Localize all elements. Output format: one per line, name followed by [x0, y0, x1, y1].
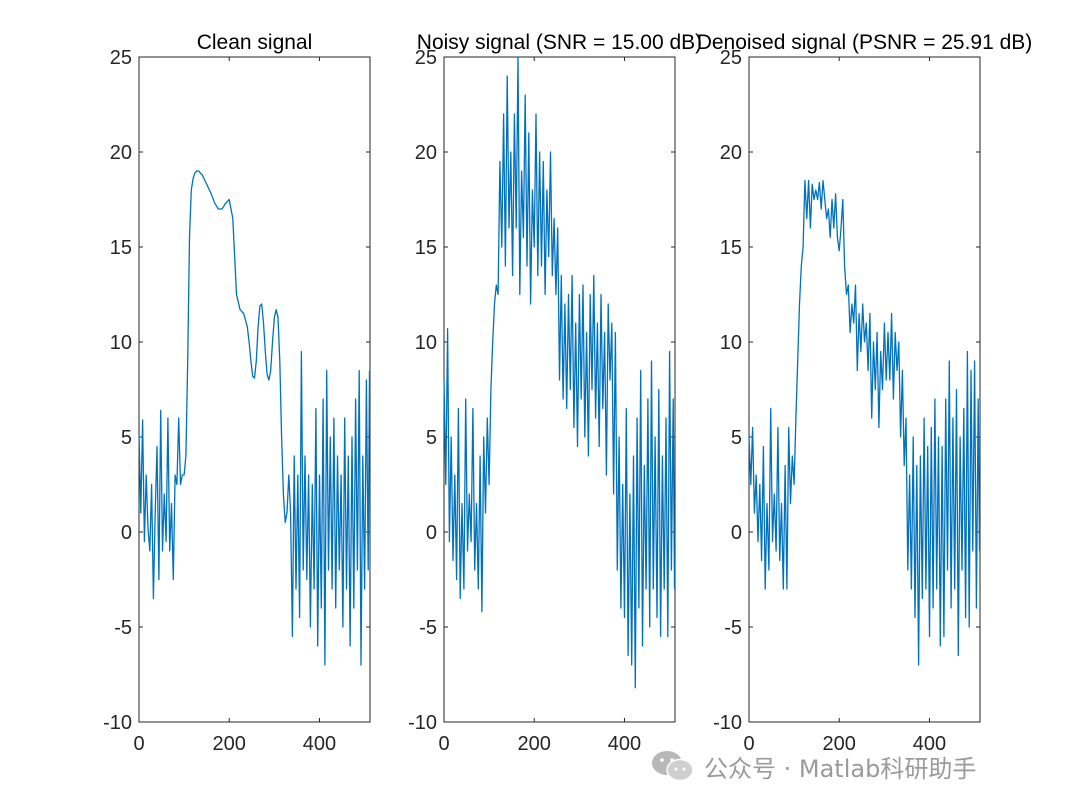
y-tick-label: 10: [415, 332, 437, 354]
y-tick-label: 10: [720, 332, 742, 354]
wechat-icon: [652, 751, 694, 782]
x-tick-label: 0: [438, 733, 449, 755]
y-tick-label: 20: [720, 142, 742, 164]
y-tick-label: 5: [426, 427, 437, 449]
chart-title: Clean signal: [197, 31, 313, 54]
y-tick-label: -5: [724, 617, 742, 639]
x-tick-label: 400: [608, 733, 641, 755]
chart-panel-3: -10 -5 0 5 10 15 20 25 0 200 400 Denoised signal (P…: [697, 31, 1033, 755]
y-tick-label: 25: [415, 47, 437, 69]
y-tick-label: -10: [408, 712, 437, 734]
y-tick-label: 15: [720, 237, 742, 259]
y-tick-label: -5: [114, 617, 132, 639]
y-tick-label: 20: [110, 142, 132, 164]
x-tick-label: 0: [133, 733, 144, 755]
signal-line: [748, 179, 981, 666]
y-tick-label: -10: [713, 712, 742, 734]
x-tick-label: 0: [743, 733, 754, 755]
chart-panel-1: -10 -5 0 5 10 15 20 25 0 200 400 Clean signal: [103, 31, 371, 755]
y-tick-label: 15: [415, 237, 437, 259]
y-tick-label: -5: [419, 617, 437, 639]
x-tick-label: 200: [823, 733, 856, 755]
y-tick-label: 20: [415, 142, 437, 164]
y-tick-label: 10: [110, 332, 132, 354]
y-tick-label: 5: [731, 427, 742, 449]
chart-title: Denoised signal (PSNR = 25.91 dB): [697, 31, 1033, 54]
y-tick-label: 0: [426, 522, 437, 544]
y-tick-label: 15: [110, 237, 132, 259]
x-tick-label: 200: [213, 733, 246, 755]
signal-line: [443, 56, 676, 689]
chart-panel-2: -10 -5 0 5 10 15 20 25 0 200 400 Noisy signal (SNR …: [408, 31, 702, 755]
watermark-text: 公众号 · Matlab科研助手: [704, 754, 977, 783]
y-tick-label: 0: [121, 522, 132, 544]
y-tick-label: 25: [110, 47, 132, 69]
y-tick-label: 5: [121, 427, 132, 449]
y-tick-label: 25: [720, 47, 742, 69]
axes-box: [138, 56, 371, 723]
axes-box: [748, 56, 981, 723]
y-tick-label: -10: [103, 712, 132, 734]
x-tick-label: 400: [913, 733, 946, 755]
chart-title: Noisy signal (SNR = 15.00 dB): [417, 31, 702, 54]
signal-line: [138, 170, 371, 666]
y-tick-label: 0: [731, 522, 742, 544]
watermark: 公众号 · Matlab科研助手: [650, 748, 976, 784]
x-tick-label: 400: [303, 733, 336, 755]
x-tick-label: 200: [518, 733, 551, 755]
